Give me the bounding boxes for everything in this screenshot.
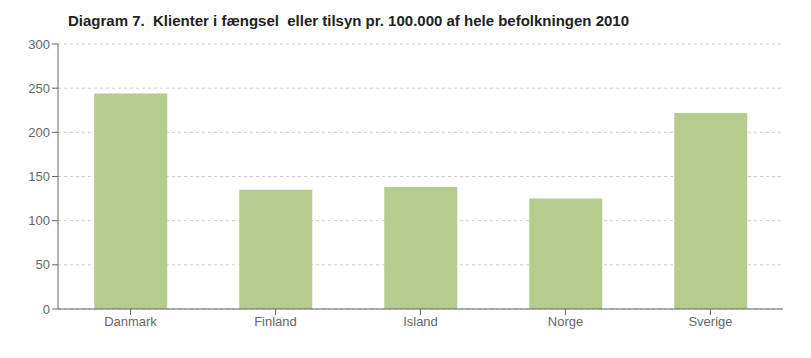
svg-text:Norge: Norge [548,314,583,329]
svg-text:0: 0 [43,302,50,317]
svg-text:Sverige: Sverige [688,314,732,329]
html-text:Diagram 7. Klienter i fængsel: Diagram 7. Klienter i fængsel eller tils… [68,12,630,29]
svg-text:Danmark: Danmark [104,314,157,329]
svg-text:50: 50 [36,257,50,272]
svg-text:Island: Island [403,314,438,329]
svg-text:300: 300 [28,37,50,52]
svg-text:200: 200 [28,125,50,140]
svg-text:Finland: Finland [254,314,297,329]
svg-text:100: 100 [28,213,50,228]
svg-text:150: 150 [28,169,50,184]
svg-text:250: 250 [28,81,50,96]
